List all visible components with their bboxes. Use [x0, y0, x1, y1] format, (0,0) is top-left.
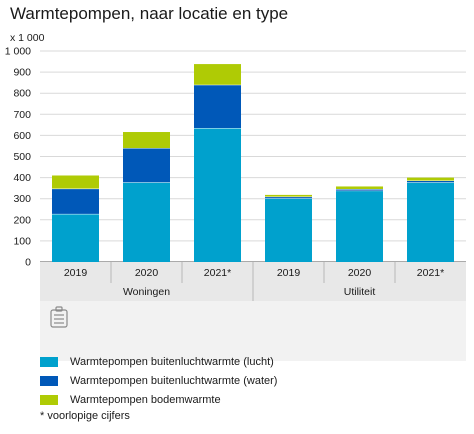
x-tick-label: 2021*	[417, 267, 444, 279]
bar-segment	[265, 198, 312, 262]
legend-label: Warmtepompen buitenluchtwarmte (water)	[70, 375, 278, 387]
x-tick-label: 2020	[135, 267, 159, 279]
y-tick-label: 0	[25, 257, 31, 269]
y-axis-unit-label: x 1 000	[10, 32, 45, 44]
bar-segment	[52, 213, 99, 262]
footnote: * voorlopige cijfers	[40, 410, 130, 422]
x-tick-label: 2021*	[204, 267, 231, 279]
bar-segment	[194, 128, 241, 262]
legend-swatch	[40, 357, 58, 367]
y-tick-label: 400	[13, 172, 31, 184]
y-tick-label: 800	[13, 88, 31, 100]
gridlines	[40, 50, 466, 263]
y-tick-label: 900	[13, 67, 31, 79]
y-tick-label: 100	[13, 235, 31, 247]
legend: Warmtepompen buitenluchtwarmte (lucht) W…	[40, 355, 277, 412]
legend-item: Warmtepompen bodemwarmte	[40, 393, 277, 407]
bar-segment	[336, 190, 383, 262]
y-tick-label: 200	[13, 214, 31, 226]
bar-segment	[265, 194, 312, 197]
legend-swatch	[40, 376, 58, 386]
y-axis-ticks: 0 100 200 300 400 500 600 700 800 900 1 000	[5, 46, 31, 269]
x-group-label: Woningen	[123, 286, 170, 298]
bar-segment	[52, 188, 99, 214]
x-axis-footer-band	[40, 301, 466, 361]
legend-label: Warmtepompen buitenluchtwarmte (lucht)	[70, 356, 274, 368]
bar-segment	[123, 182, 170, 262]
legend-item: Warmtepompen buitenluchtwarmte (water)	[40, 374, 277, 388]
bar-segment	[336, 188, 383, 191]
y-tick-label: 500	[13, 151, 31, 163]
bar-segment	[123, 132, 170, 149]
bar-segment	[407, 177, 454, 181]
x-tick-label: 2020	[348, 267, 372, 279]
table-data-icon[interactable]	[50, 306, 68, 328]
bar-segment	[407, 180, 454, 183]
legend-item: Warmtepompen buitenluchtwarmte (lucht)	[40, 355, 277, 369]
x-tick-label: 2019	[64, 267, 88, 279]
legend-label: Warmtepompen bodemwarmte	[70, 394, 221, 406]
x-axis: 2019 2020 2021* 2019 2020 2021* Woningen Utilit…	[40, 262, 466, 361]
y-tick-label: 600	[13, 130, 31, 142]
y-tick-label: 700	[13, 109, 31, 121]
x-group-label: Utiliteit	[344, 286, 376, 298]
bar-segment	[336, 186, 383, 189]
y-tick-label: 300	[13, 193, 31, 205]
bar-segment	[194, 64, 241, 85]
chart-title: Warmtepompen, naar locatie en type	[10, 4, 289, 23]
bar-segment	[265, 196, 312, 199]
y-tick-label: 1 000	[5, 46, 31, 58]
bars	[52, 64, 454, 262]
bar-segment	[407, 182, 454, 262]
x-tick-label: 2019	[277, 267, 301, 279]
legend-swatch	[40, 395, 58, 405]
bar-segment	[123, 148, 170, 183]
bar-segment	[52, 175, 99, 189]
bar-segment	[194, 84, 241, 129]
